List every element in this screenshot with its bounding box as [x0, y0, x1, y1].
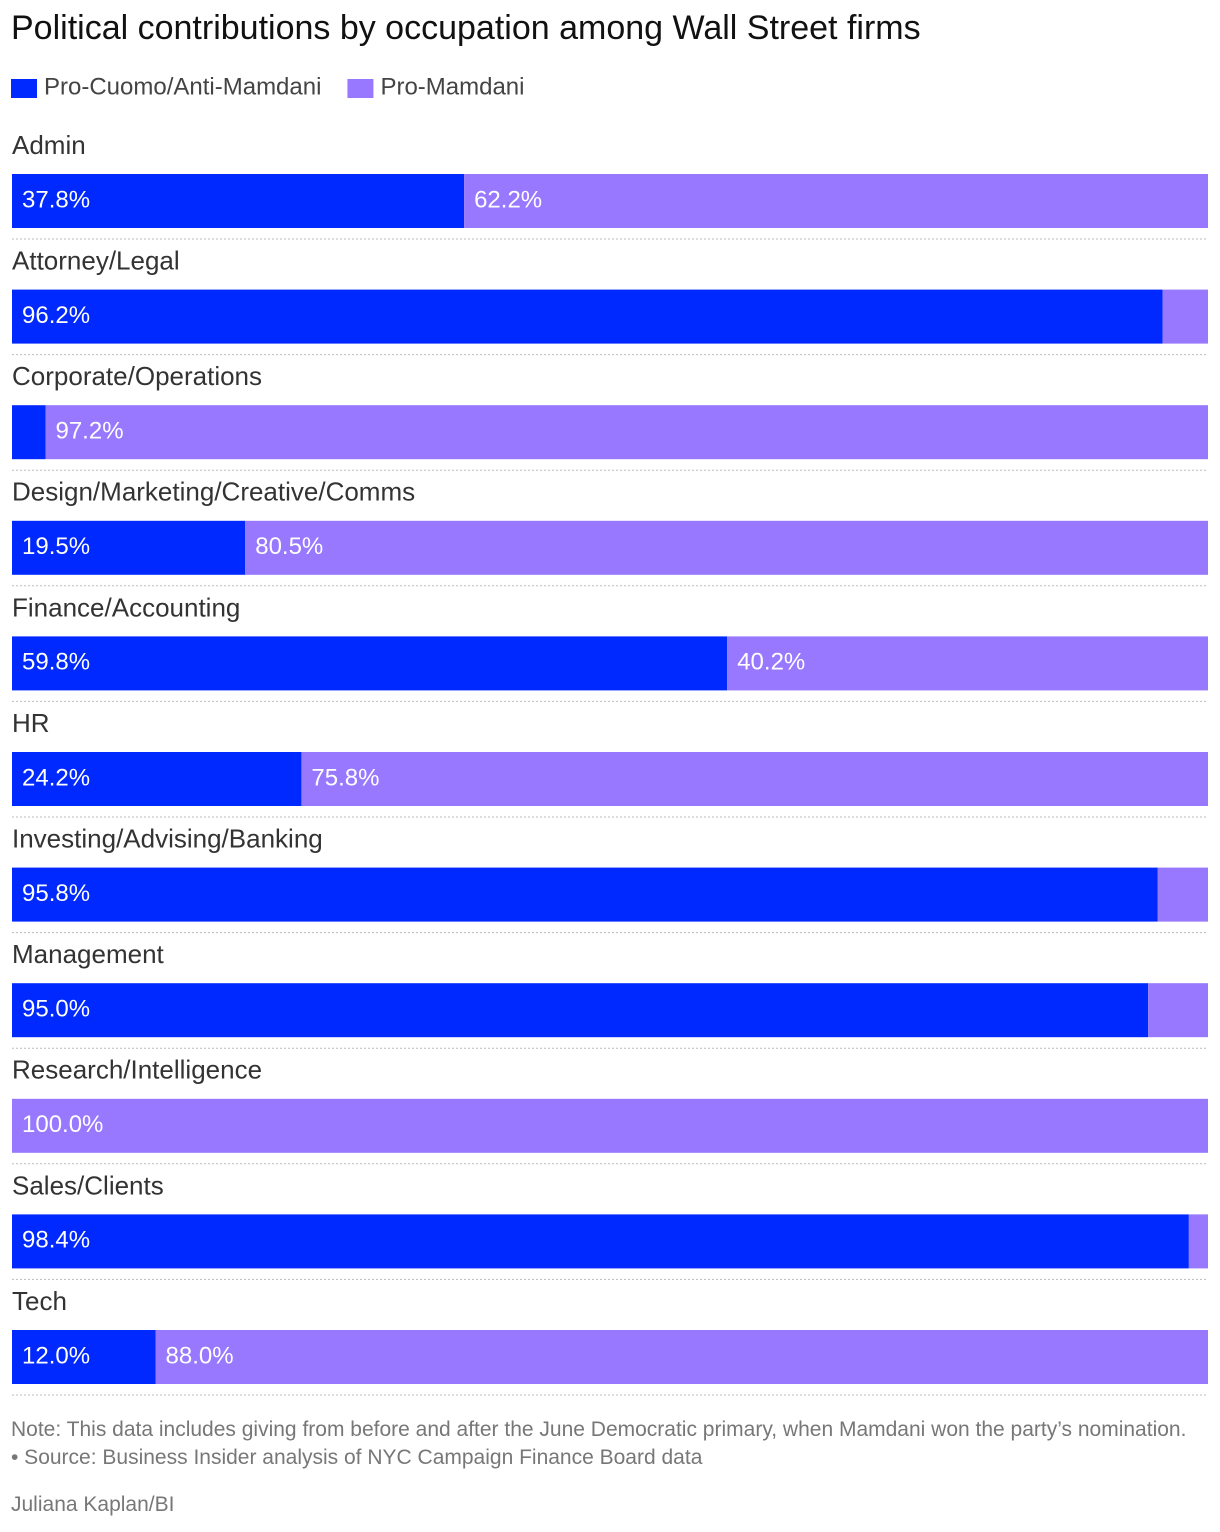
bar-segment — [12, 1098, 1208, 1153]
value-label: 59.8% — [22, 649, 90, 676]
category-label: Tech — [12, 1286, 67, 1316]
bar-segment — [45, 405, 1208, 460]
bar-segment — [12, 867, 1158, 922]
value-label: 88.0% — [166, 1342, 234, 1369]
bar-segment — [12, 520, 246, 575]
legend-label: Pro-Cuomo/Anti-Mamdani — [44, 73, 321, 100]
bar-segment — [301, 752, 1208, 806]
category-label: Investing/Advising/Banking — [12, 823, 323, 853]
bar-segment — [727, 636, 1208, 691]
category-label: Design/Marketing/Creative/Comms — [12, 477, 415, 507]
category-label: Attorney/Legal — [12, 245, 180, 275]
value-label: 97.2% — [55, 418, 123, 445]
category-label: Sales/Clients — [12, 1170, 164, 1200]
bar-segment — [1188, 1214, 1208, 1269]
value-label: 19.5% — [22, 533, 90, 560]
bar-segment — [12, 405, 46, 460]
bar-segment — [1162, 289, 1208, 344]
bar-segment — [1157, 867, 1208, 922]
value-label: 100.0% — [22, 1111, 103, 1138]
value-label: 80.5% — [255, 533, 323, 560]
category-label: HR — [12, 708, 50, 738]
chart: Political contributions by occupation am… — [11, 9, 1209, 1396]
bar-segment — [12, 1330, 156, 1384]
legend-label: Pro-Mamdani — [380, 73, 524, 100]
value-label: 75.8% — [311, 764, 379, 791]
category-label: Corporate/Operations — [12, 361, 262, 391]
category-label: Management — [12, 939, 165, 969]
value-label: 37.8% — [22, 186, 90, 213]
bar-segment — [12, 289, 1163, 344]
value-label: 96.2% — [22, 302, 90, 329]
value-label: 24.2% — [22, 764, 90, 791]
value-label: 95.8% — [22, 880, 90, 907]
category-label: Admin — [12, 130, 86, 160]
credit: Juliana Kaplan/BI — [11, 1493, 175, 1516]
category-label: Finance/Accounting — [12, 592, 240, 622]
value-label: 40.2% — [737, 649, 805, 676]
bar-segment — [245, 520, 1209, 575]
bar-segment — [12, 636, 728, 691]
chart-title: Political contributions by occupation am… — [11, 9, 921, 47]
category-label: Research/Intelligence — [12, 1055, 262, 1085]
value-label: 95.0% — [22, 996, 90, 1023]
bar-segment — [464, 174, 1208, 228]
legend-swatch — [11, 79, 37, 98]
value-label: 12.0% — [22, 1342, 90, 1369]
bar-segment — [1148, 983, 1208, 1038]
legend-swatch — [347, 79, 374, 98]
bar-segment — [12, 752, 302, 806]
value-label: 98.4% — [22, 1227, 90, 1254]
bar-segment — [12, 1214, 1189, 1269]
bar-segment — [155, 1330, 1208, 1384]
value-label: 62.2% — [474, 186, 542, 213]
note: Note: This data includes giving from bef… — [11, 1418, 1187, 1469]
bar-segment — [12, 983, 1149, 1038]
bar-segment — [12, 174, 465, 228]
